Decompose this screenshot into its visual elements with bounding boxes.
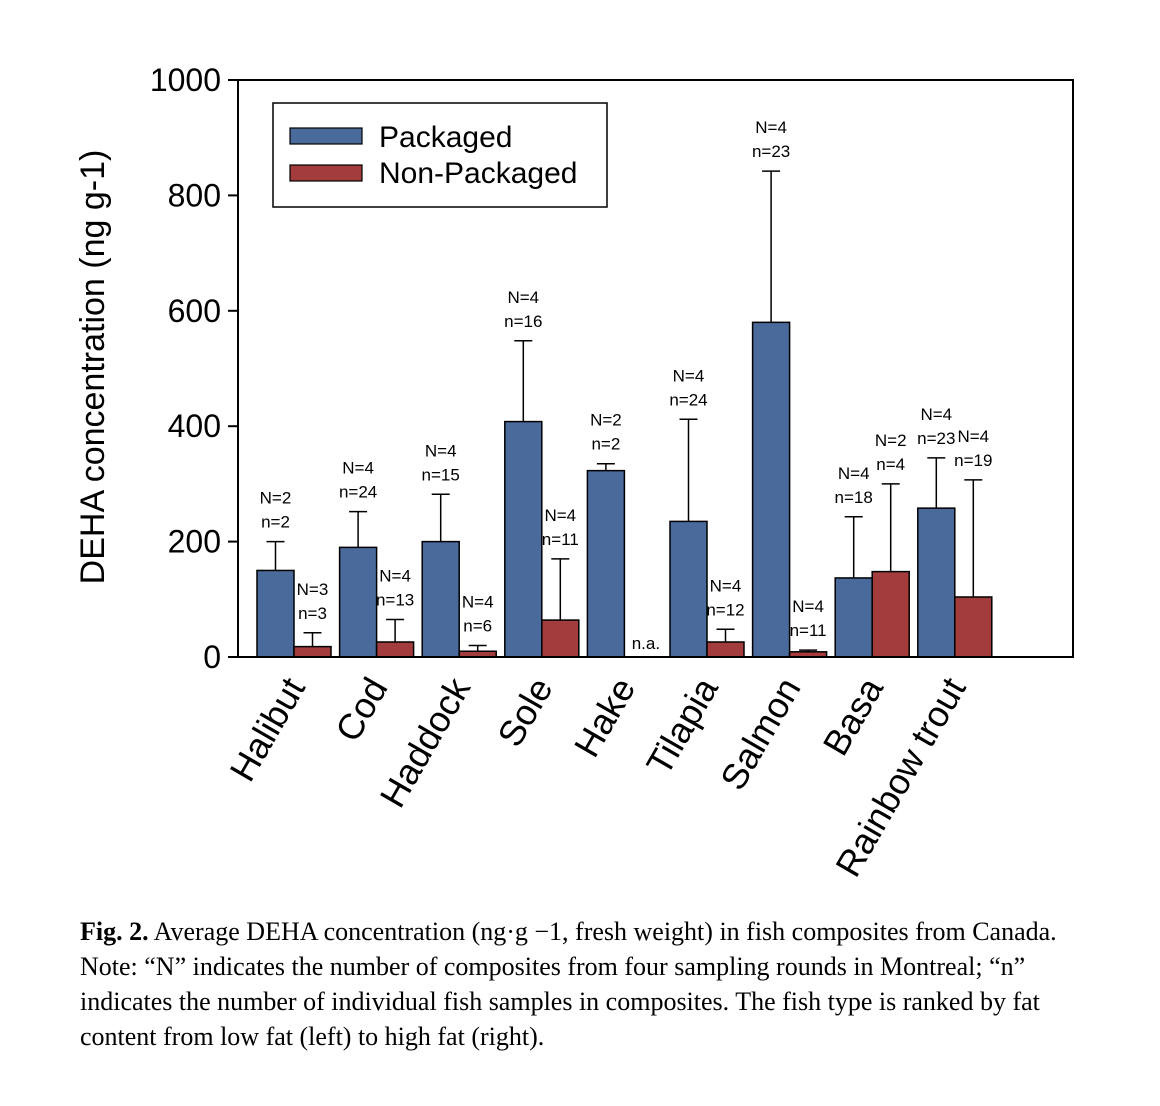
caption-text: Average DEHA concentration (ng·g −1, fre… xyxy=(80,917,1057,1051)
caption-label: Fig. 2. xyxy=(80,917,149,946)
bar-annotation-n: n=24 xyxy=(339,483,377,502)
category-label: Salmon xyxy=(712,671,809,797)
category-label: Hake xyxy=(566,671,644,764)
bar-annotation-N: N=4 xyxy=(755,118,787,137)
bar-annotation-n: n=24 xyxy=(669,390,707,409)
y-tick-label: 1000 xyxy=(150,62,221,98)
bar-annotation-n: n=6 xyxy=(463,616,492,635)
bar-annotation-N: N=4 xyxy=(710,576,742,595)
legend-swatch-non-packaged xyxy=(289,164,363,182)
y-tick-label: 0 xyxy=(203,639,221,675)
bar-annotation-N: N=4 xyxy=(342,459,374,478)
category-label: Basa xyxy=(815,670,892,762)
bar-annotation-n: n=16 xyxy=(504,312,542,331)
bar-annotation-na: n.a. xyxy=(632,634,660,653)
bar-non-packaged xyxy=(706,641,745,658)
bar-annotation-N: N=2 xyxy=(590,411,622,430)
legend-swatch-packaged xyxy=(289,127,363,145)
bar-non-packaged xyxy=(541,619,580,658)
bar-annotation-n: n=12 xyxy=(706,600,744,619)
bar-annotation-N: N=2 xyxy=(875,431,907,450)
plot-frame xyxy=(237,79,1074,658)
category-label: Halibut xyxy=(221,671,313,789)
bar-annotation-n: n=4 xyxy=(876,455,905,474)
bar-annotation-N: N=4 xyxy=(792,597,824,616)
bar-annotation-n: n=23 xyxy=(752,142,790,161)
bar-non-packaged xyxy=(293,645,332,658)
bar-annotation-N: N=4 xyxy=(544,506,576,525)
bar-packaged xyxy=(586,469,626,658)
bars xyxy=(256,170,993,658)
y-axis-ticks: 0 200 400 600 800 1000 xyxy=(150,62,238,675)
bar-annotation-n: n=11 xyxy=(790,621,827,640)
bar-packaged xyxy=(504,420,543,658)
legend-label-non-packaged: Non-Packaged xyxy=(379,157,577,190)
bar-annotation-n: n=23 xyxy=(917,429,955,448)
bar-packaged xyxy=(256,569,295,658)
bar-annotation-N: N=3 xyxy=(297,580,329,599)
bar-packaged xyxy=(751,321,791,658)
bar-annotation-N: N=4 xyxy=(507,288,539,307)
legend-box xyxy=(272,102,608,208)
y-tick-label: 200 xyxy=(168,524,221,560)
bar-annotation-n: n=11 xyxy=(542,530,579,549)
bar-annotation-n: n=19 xyxy=(954,451,992,470)
category-label: Sole xyxy=(489,671,561,754)
bar-packaged xyxy=(834,577,873,658)
y-axis-label: DEHA concentration (ng g-1) xyxy=(74,150,112,585)
y-tick-label: 400 xyxy=(168,408,221,444)
bar-packaged xyxy=(421,540,460,658)
bar-annotation-n: n=13 xyxy=(376,590,414,609)
bar-packaged xyxy=(917,507,956,658)
bar-packaged xyxy=(669,520,708,658)
bar-annotation-N: N=2 xyxy=(260,489,292,508)
category-label: Tilapia xyxy=(638,670,726,782)
bar-annotation-n: n=2 xyxy=(591,435,620,454)
bar-chart: DEHA concentration (ng g-1) 0 200 400 600 80… xyxy=(74,62,1074,884)
legend-label-packaged: Packaged xyxy=(379,121,512,154)
bar-annotation-n: n=2 xyxy=(261,513,290,532)
legend: Packaged Non-Packaged xyxy=(272,102,608,208)
bar-annotation-N: N=4 xyxy=(673,366,705,385)
bar-packaged xyxy=(338,546,378,658)
figure-caption: Fig. 2. Average DEHA concentration (ng·g… xyxy=(80,914,1080,1054)
bar-annotation-N: N=4 xyxy=(379,566,411,585)
bar-non-packaged xyxy=(871,570,910,658)
y-tick-label: 800 xyxy=(168,177,221,213)
y-tick-label: 600 xyxy=(168,293,221,329)
bar-annotation-n: n=3 xyxy=(298,604,327,623)
bar-annotation-N: N=4 xyxy=(462,592,494,611)
bar-annotation-n: n=15 xyxy=(422,465,460,484)
bar-non-packaged xyxy=(954,596,993,658)
bar-annotation-n: n=18 xyxy=(835,488,873,507)
bar-annotation-N: N=4 xyxy=(920,405,952,424)
bar-annotations: N=2 n=2 N=3 n=3 N=4 n=24 N=4 n=13 N=4 n=15 N=4 n=6 N… xyxy=(260,118,993,653)
bar-annotation-N: N=4 xyxy=(957,427,989,446)
bar-non-packaged xyxy=(375,641,415,658)
bar-annotation-N: N=4 xyxy=(838,464,870,483)
bar-annotation-N: N=4 xyxy=(425,441,457,460)
category-label: Cod xyxy=(327,671,396,749)
